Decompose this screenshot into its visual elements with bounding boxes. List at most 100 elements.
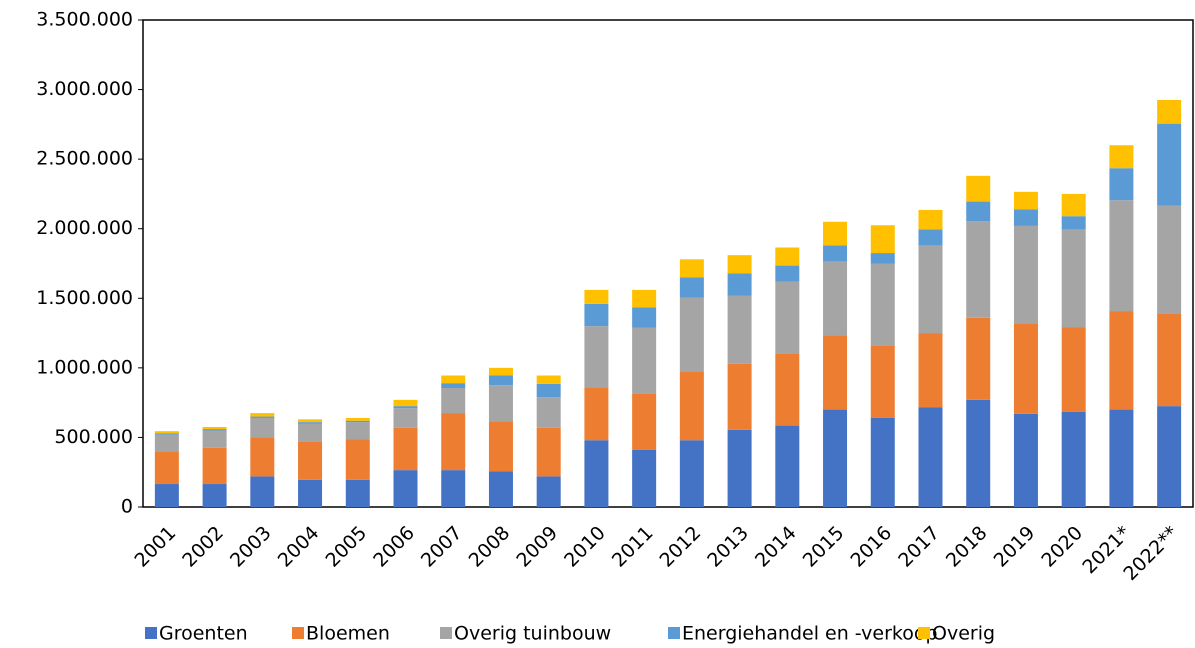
bar-segment xyxy=(918,245,943,334)
bar-segment xyxy=(918,407,943,507)
bar-segment xyxy=(1157,205,1182,314)
bar-segment xyxy=(298,479,323,507)
legend-swatch xyxy=(918,627,930,639)
bar-segment xyxy=(1061,327,1086,412)
legend-swatch xyxy=(440,627,452,639)
plot-frame xyxy=(142,19,1194,508)
x-tick-label: 2017 xyxy=(894,522,944,572)
legend-label: Overig tuinbouw xyxy=(454,623,611,645)
bar-segment xyxy=(1109,409,1134,507)
bar-segment xyxy=(918,229,943,246)
bar-segment xyxy=(250,437,275,477)
bar-segment xyxy=(250,417,275,438)
x-tick-label: 2002 xyxy=(178,522,228,572)
x-tick-label: 2018 xyxy=(942,522,992,572)
bar-segment xyxy=(345,420,370,423)
x-tick-label: 2004 xyxy=(274,522,324,572)
bar-segment xyxy=(1157,406,1182,507)
bar-segment xyxy=(298,423,323,442)
bar-segment xyxy=(488,385,513,422)
bar-segment xyxy=(1061,216,1086,230)
bar-segment xyxy=(584,326,609,388)
y-tick-label: 0 xyxy=(121,496,133,518)
y-tick-label: 1.500.000 xyxy=(36,287,133,309)
bar-segment xyxy=(632,327,657,394)
bar-segment xyxy=(202,429,227,431)
bar-segment xyxy=(679,371,704,441)
bar-segment xyxy=(584,440,609,507)
bar-segment xyxy=(536,397,561,428)
bar-segment xyxy=(393,408,418,428)
bar-segment xyxy=(488,471,513,507)
bar-segment xyxy=(727,429,752,507)
bar-segment xyxy=(536,375,561,384)
bar-segment xyxy=(1109,311,1134,410)
x-tick-label: 2019 xyxy=(990,522,1040,572)
bar-segment xyxy=(345,422,370,440)
y-tick-label: 500.000 xyxy=(54,426,133,448)
bar-segment xyxy=(870,345,895,418)
bar-segment xyxy=(775,425,800,507)
bar-segment xyxy=(1109,200,1134,312)
bar-segment xyxy=(202,484,227,507)
bar-segment xyxy=(1109,145,1134,169)
bar-segment xyxy=(727,295,752,364)
bar-segment xyxy=(441,375,466,384)
bar-segment xyxy=(823,221,848,246)
bar-segment xyxy=(441,383,466,389)
bar-segment xyxy=(823,261,848,336)
x-tick-label: 2016 xyxy=(846,522,896,572)
x-tick-label: 2010 xyxy=(560,522,610,572)
x-tick-label: 2011 xyxy=(608,522,658,572)
legend-label: Bloemen xyxy=(306,623,390,645)
bar-segment xyxy=(393,399,418,407)
bar-segment xyxy=(1061,193,1086,217)
bar-segment xyxy=(870,225,895,254)
bar-segment xyxy=(393,406,418,409)
bar-segment xyxy=(775,265,800,282)
bar-segment xyxy=(250,476,275,507)
bar-segment xyxy=(823,245,848,262)
bar-segment xyxy=(632,289,657,308)
y-tick-label: 2.500.000 xyxy=(36,148,133,170)
bar-segment xyxy=(154,451,179,485)
bar-segment xyxy=(488,421,513,472)
bar-segment xyxy=(1061,229,1086,328)
bar-segment xyxy=(1061,411,1086,507)
bar-segment xyxy=(1013,225,1038,324)
bar-segment xyxy=(679,297,704,372)
bar-segment xyxy=(966,175,991,202)
bar-segment xyxy=(870,417,895,507)
legend-swatch xyxy=(145,627,157,639)
bar-segment xyxy=(679,440,704,507)
bar-segment xyxy=(250,413,275,417)
bar-segment xyxy=(154,484,179,507)
x-tick-label: 2015 xyxy=(799,522,849,572)
bar-segment xyxy=(1157,313,1182,407)
x-tick-label: 2005 xyxy=(321,522,371,572)
bar-segment xyxy=(584,303,609,327)
bar-segment xyxy=(345,439,370,480)
bar-segment xyxy=(918,209,943,230)
bar-segment xyxy=(823,335,848,410)
x-tick-label: 2001 xyxy=(131,522,181,572)
bar-segment xyxy=(488,367,513,376)
bar-segment xyxy=(775,247,800,266)
bar-segment xyxy=(298,422,323,424)
bar-segment xyxy=(202,426,227,430)
bar-segment xyxy=(536,476,561,507)
bar-segment xyxy=(1157,123,1182,206)
x-tick-label: 2003 xyxy=(226,522,276,572)
x-tick-label: 2013 xyxy=(703,522,753,572)
bar-segment xyxy=(823,409,848,507)
bar-segment xyxy=(345,479,370,507)
bar-segment xyxy=(870,263,895,346)
bar-segment xyxy=(966,317,991,400)
bar-segment xyxy=(441,470,466,507)
bar-segment xyxy=(870,253,895,264)
legend-swatch xyxy=(292,627,304,639)
legend-swatch xyxy=(668,627,680,639)
legend-label: Energiehandel en -verkoop xyxy=(682,623,938,645)
bar-segment xyxy=(1013,209,1038,226)
